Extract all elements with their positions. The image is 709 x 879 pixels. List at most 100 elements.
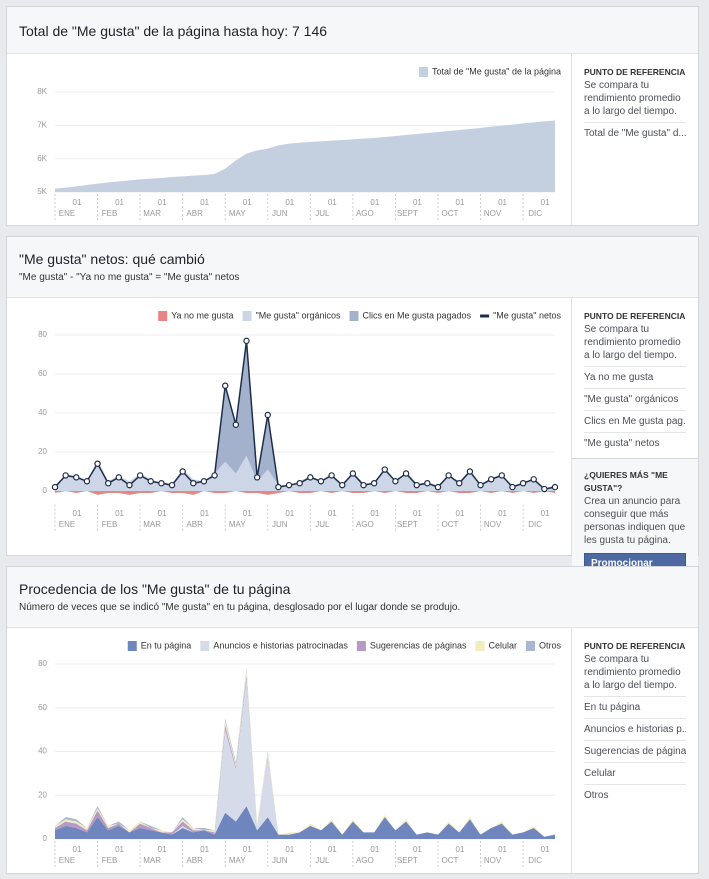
x-tick-day: 01 bbox=[158, 509, 167, 518]
benchmark-item[interactable]: En tu página bbox=[584, 696, 686, 718]
point bbox=[136, 472, 144, 479]
benchmark-item[interactable]: Sugerencias de páginas bbox=[584, 740, 686, 762]
y-tick-label: 80 bbox=[38, 330, 47, 339]
point bbox=[179, 468, 186, 475]
x-tick-day: 01 bbox=[285, 198, 294, 207]
area bbox=[55, 455, 555, 491]
y-tick-label: 5K bbox=[37, 187, 47, 196]
benchmark-item[interactable]: "Me gusta" netos bbox=[584, 432, 686, 454]
legend-swatch bbox=[475, 641, 485, 651]
legend-label: "Me gusta" netos bbox=[493, 310, 561, 320]
y-tick-label: 80 bbox=[38, 659, 47, 668]
x-tick-day: 01 bbox=[73, 845, 82, 854]
point bbox=[424, 479, 431, 487]
panel-subtitle: "Me gusta" - "Ya no me gusta" = "Me gust… bbox=[19, 272, 240, 283]
area bbox=[55, 679, 555, 837]
point bbox=[328, 472, 335, 479]
panel-subtitle: Número de veces que se indicó "Me gusta"… bbox=[19, 602, 461, 613]
benchmark-item[interactable]: Total de "Me gusta" d... bbox=[584, 122, 686, 144]
benchmark: PUNTO DE REFERENCIA Se compara tu rendimi… bbox=[572, 628, 698, 810]
legend-label: Otros bbox=[539, 640, 562, 650]
x-tick-day: 01 bbox=[498, 198, 507, 207]
benchmark-item[interactable]: Ya no me gusta bbox=[584, 366, 686, 388]
x-tick-label: ENE bbox=[59, 209, 75, 218]
point bbox=[434, 483, 442, 491]
point bbox=[487, 476, 495, 483]
panel-header: "Me gusta" netos: qué cambió "Me gusta" … bbox=[7, 237, 698, 298]
y-tick-label: 40 bbox=[38, 408, 47, 417]
x-tick-day: 01 bbox=[73, 509, 82, 518]
x-tick-day: 01 bbox=[243, 845, 252, 854]
point bbox=[307, 474, 314, 481]
x-tick-day: 01 bbox=[413, 509, 422, 518]
legend-label: Ya no me gusta bbox=[171, 310, 233, 320]
benchmark-text: Se compara tu rendimiento promedio a lo … bbox=[584, 654, 681, 691]
x-tick-label: JUN bbox=[272, 520, 288, 529]
x-tick-label: OCT bbox=[442, 856, 459, 865]
y-tick-label: 8K bbox=[37, 87, 47, 96]
area bbox=[55, 806, 555, 839]
legend-swatch bbox=[127, 641, 137, 651]
benchmark-heading: PUNTO DE REFERENCIA bbox=[584, 67, 686, 77]
y-tick-label: 7K bbox=[37, 120, 47, 129]
point bbox=[381, 466, 388, 473]
benchmark: PUNTO DE REFERENCIA Se compara tu rendimi… bbox=[572, 298, 698, 458]
x-tick-label: FEB bbox=[102, 520, 118, 529]
point bbox=[509, 483, 516, 491]
x-tick-label: NOV bbox=[484, 209, 502, 218]
x-tick-label: MAY bbox=[229, 520, 246, 529]
benchmark-item[interactable]: Clics en Me gusta pag... bbox=[584, 410, 686, 432]
x-tick-label: JUL bbox=[315, 209, 330, 218]
benchmark-item[interactable]: Anuncios e historias p... bbox=[584, 718, 686, 740]
x-tick-label: ABR bbox=[186, 856, 203, 865]
legend-swatch bbox=[525, 641, 535, 651]
chart: 0 20 40 60 80 01 ENE 01 FEB 01 MAR 01 ABR 01 MAY 01 JUN 0… bbox=[38, 640, 562, 869]
area bbox=[55, 670, 555, 837]
point bbox=[392, 478, 399, 485]
x-tick-label: ENE bbox=[59, 520, 75, 529]
x-tick-day: 01 bbox=[158, 198, 167, 207]
x-tick-label: ENE bbox=[59, 856, 75, 865]
x-tick-label: NOV bbox=[484, 520, 502, 529]
point bbox=[232, 421, 240, 428]
benchmark-item[interactable]: Celular bbox=[584, 762, 686, 784]
x-tick-label: JUL bbox=[315, 856, 330, 865]
y-tick-label: 20 bbox=[38, 447, 47, 456]
x-tick-label: AGO bbox=[356, 209, 374, 218]
benchmark-item[interactable]: "Me gusta" orgánicos bbox=[584, 388, 686, 410]
y-tick-label: 40 bbox=[38, 747, 47, 756]
x-tick-label: ABR bbox=[186, 520, 203, 529]
x-tick-label: NOV bbox=[484, 856, 502, 865]
point bbox=[519, 479, 527, 487]
benchmark-text: Se compara tu rendimiento promedio a lo … bbox=[584, 324, 681, 361]
point bbox=[264, 411, 271, 419]
panel: "Me gusta" netos: qué cambió "Me gusta" … bbox=[6, 236, 699, 597]
point bbox=[402, 470, 410, 477]
legend-swatch bbox=[419, 67, 429, 77]
legend-swatch bbox=[158, 311, 168, 321]
area bbox=[55, 674, 555, 837]
x-tick-day: 01 bbox=[243, 198, 252, 207]
x-tick-day: 01 bbox=[115, 509, 124, 518]
legend-label: Celular bbox=[488, 640, 517, 650]
point bbox=[296, 479, 303, 487]
point bbox=[339, 481, 346, 489]
legend-swatch bbox=[349, 311, 359, 321]
panel-title: "Me gusta" netos: qué cambió bbox=[19, 251, 205, 267]
x-tick-day: 01 bbox=[328, 509, 337, 518]
x-tick-label: MAR bbox=[143, 856, 161, 865]
panel: Procedencia de los "Me gusta" de tu pági… bbox=[6, 566, 699, 874]
point bbox=[285, 481, 293, 489]
benchmark-text: Se compara tu rendimiento promedio a lo … bbox=[584, 80, 681, 117]
x-tick-label: SEPT bbox=[397, 209, 418, 218]
x-tick-label: OCT bbox=[442, 209, 459, 218]
x-tick-day: 01 bbox=[498, 845, 507, 854]
legend-swatch bbox=[200, 641, 210, 651]
sidebar: PUNTO DE REFERENCIA Se compara tu rendimi… bbox=[571, 54, 698, 225]
point bbox=[413, 481, 420, 489]
x-tick-label: JUL bbox=[315, 520, 330, 529]
area bbox=[55, 120, 555, 192]
benchmark-item[interactable]: Otros bbox=[584, 784, 686, 806]
promo-text: Crea un anuncio para conseguir que más p… bbox=[584, 496, 686, 546]
x-tick-day: 01 bbox=[243, 509, 252, 518]
